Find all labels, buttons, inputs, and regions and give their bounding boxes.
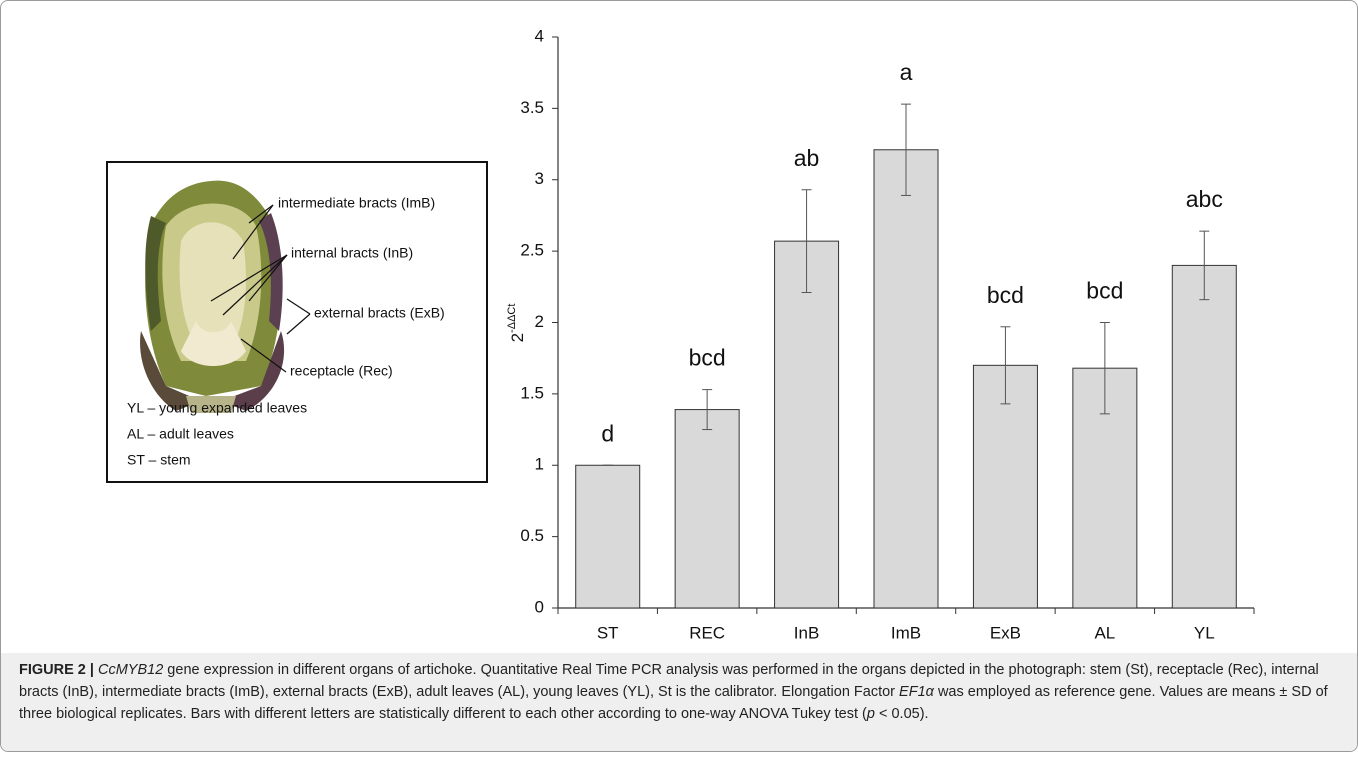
- y-label-base: 2: [508, 333, 527, 342]
- y-tick-label: 1: [535, 455, 544, 474]
- x-tick-label: AL: [1094, 623, 1115, 642]
- bar: [576, 465, 640, 608]
- y-axis-label: 2-ΔΔCt: [506, 304, 528, 343]
- significance-letter: ab: [794, 145, 820, 171]
- significance-letter: a: [900, 59, 913, 85]
- bar: [1172, 265, 1236, 608]
- caption-text: CcMYB12: [98, 662, 163, 678]
- x-tick-label: REC: [689, 623, 725, 642]
- photo-legend: ST – stem: [127, 452, 191, 468]
- photo-label: internal bracts (InB): [291, 245, 413, 261]
- caption-text: EF1α: [899, 684, 934, 700]
- x-tick-label: YL: [1194, 623, 1215, 642]
- artichoke-photo: [140, 181, 284, 413]
- x-tick-label: ST: [597, 623, 619, 642]
- significance-letter: bcd: [987, 282, 1024, 308]
- significance-letter: bcd: [689, 345, 726, 371]
- bar: [775, 241, 839, 608]
- x-tick-label: InB: [794, 623, 820, 642]
- x-tick-label: ExB: [990, 623, 1021, 642]
- figure: intermediate bracts (ImB) internal bract…: [0, 0, 1358, 752]
- bar: [675, 410, 739, 608]
- significance-letter: d: [601, 420, 614, 446]
- bar: [874, 150, 938, 608]
- y-tick-label: 3.5: [520, 98, 544, 117]
- significance-letter: bcd: [1086, 278, 1123, 304]
- photo-label: intermediate bracts (ImB): [278, 195, 435, 211]
- photo-legend: YL – young expanded leaves: [127, 400, 307, 416]
- caption-label: FIGURE 2 |: [19, 662, 94, 678]
- y-tick-label: 0: [535, 597, 544, 616]
- y-tick-label: 4: [535, 26, 544, 45]
- x-tick-label: ImB: [891, 623, 921, 642]
- significance-letter: abc: [1186, 186, 1223, 212]
- y-tick-label: 0.5: [520, 526, 544, 545]
- y-tick-label: 1.5: [520, 383, 544, 402]
- caption-text: p: [867, 706, 875, 722]
- photo-label: external bracts (ExB): [314, 305, 445, 321]
- caption: FIGURE 2 | CcMYB12 gene expression in di…: [1, 653, 1357, 752]
- y-tick-label: 2: [535, 312, 544, 331]
- photo-legend: AL – adult leaves: [127, 426, 234, 442]
- y-tick-label: 2.5: [520, 241, 544, 260]
- caption-text: < 0.05).: [875, 706, 929, 722]
- chart: intermediate bracts (ImB) internal bract…: [1, 1, 1357, 653]
- y-tick-label: 3: [535, 169, 544, 188]
- y-label-superscript: -ΔΔCt: [506, 304, 518, 333]
- photo-label: receptacle (Rec): [290, 363, 393, 379]
